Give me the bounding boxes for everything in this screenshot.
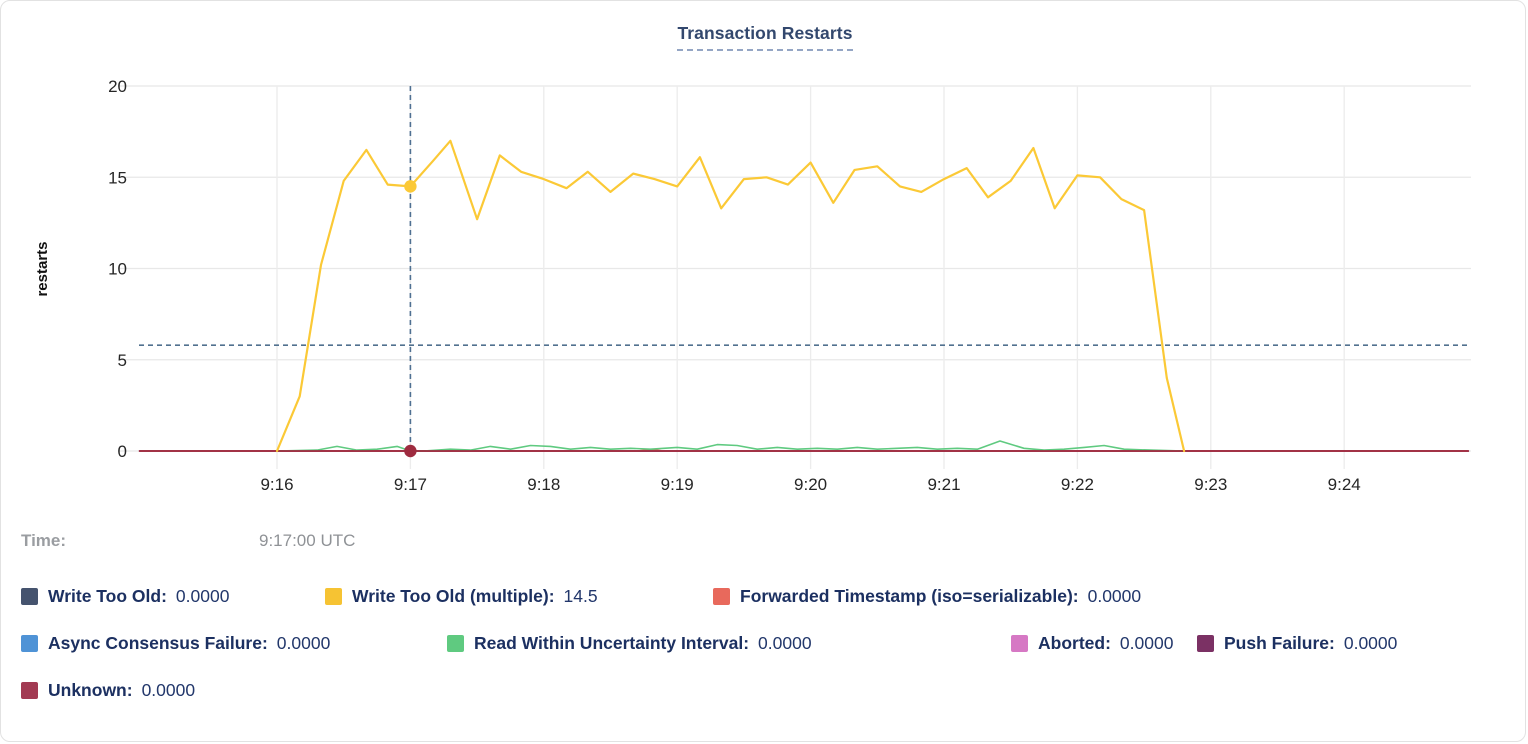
series-swatch-forwarded-timestamp [713,588,730,605]
legend-label: Unknown: [48,680,133,700]
x-axis-tick-label: 9:23 [1194,475,1227,494]
x-axis-tick-label: 9:19 [661,475,694,494]
series-swatch-write-too-old [21,588,38,605]
legend-label: Push Failure: [1224,633,1335,653]
legend-row-2: Async Consensus Failure: 0.0000 Read Wit… [1,633,1525,659]
legend-value: 0.0000 [175,586,230,606]
x-axis-tick-label: 9:17 [394,475,427,494]
x-axis-tick-label: 9:18 [527,475,560,494]
legend-label: Async Consensus Failure: [48,633,268,653]
hover-time-label: Time: [21,531,67,550]
y-axis-tick-label: 5 [118,351,127,370]
chart-plot-area[interactable] [139,86,1471,451]
chart-title-wrap: Transaction Restarts [1,23,1525,51]
legend-label: Read Within Uncertainty Interval: [474,633,750,653]
legend-label: Aborted: [1038,633,1111,653]
legend-label: Forwarded Timestamp (iso=serializable): [740,586,1079,606]
legend-label: Write Too Old (multiple): [352,586,555,606]
legend-item: Forwarded Timestamp (iso=serializable): … [713,586,1141,607]
series-swatch-write-too-old-multiple [325,588,342,605]
legend-item: Aborted: 0.0000 [1011,633,1173,654]
y-axis-tick-label: 20 [108,77,127,96]
series-line-write-too-old-multiple- [275,139,1186,453]
hover-time-row: Time: 9:17:00 UTC [1,531,1525,555]
restarts-chart[interactable]: Transaction Restarts 0 5 10 15 20 9:16 9:17 9:1… [1,1,1526,513]
legend-item: Async Consensus Failure: 0.0000 [21,633,330,654]
series-swatch-read-within-uncertainty [447,635,464,652]
series-swatch-push-failure [1197,635,1214,652]
y-axis-tick-label: 0 [118,442,127,461]
legend-item: Write Too Old (multiple): 14.5 [325,586,598,607]
legend-label: Write Too Old: [48,586,167,606]
hover-dot-unknown [404,444,417,458]
legend-row-3: Unknown: 0.0000 [1,680,1525,706]
legend-row-1: Write Too Old: 0.0000 Write Too Old (mul… [1,586,1525,612]
legend-value: 0.0000 [1119,633,1174,653]
x-axis-tick-label: 9:16 [260,475,293,494]
chart-title: Transaction Restarts [677,23,853,51]
legend-value: 0.0000 [758,633,812,653]
legend-value: 0.0000 [141,680,196,700]
legend-item: Write Too Old: 0.0000 [21,586,229,607]
hover-time-value: 9:17:00 UTC [259,531,356,550]
y-axis-tick-label: 10 [108,260,127,279]
legend-item: Unknown: 0.0000 [21,680,195,701]
series-swatch-unknown [21,682,38,699]
y-axis-title: restarts [34,241,51,296]
legend-item: Read Within Uncertainty Interval: 0.0000 [447,633,812,654]
x-axis-tick-label: 9:24 [1328,475,1361,494]
series-swatch-aborted [1011,635,1028,652]
x-axis-tick-label: 9:20 [794,475,827,494]
y-axis-tick-label: 15 [108,168,127,187]
restarts-chart-svg[interactable]: 0 5 10 15 20 9:16 9:17 9:18 9:19 9:20 9:21 9:22 9:23… [1,1,1526,513]
legend-value: 0.0000 [1343,633,1398,653]
legend-item: Push Failure: 0.0000 [1197,633,1397,654]
series-swatch-async-consensus-failure [21,635,38,652]
x-axis-tick-label: 9:21 [927,475,960,494]
x-axis-tick-label: 9:22 [1061,475,1094,494]
legend-value: 0.0000 [1087,586,1142,606]
legend-value: 0.0000 [276,633,331,653]
hover-dot-write-too-old-multiple- [404,180,417,193]
legend-value: 14.5 [563,586,598,606]
